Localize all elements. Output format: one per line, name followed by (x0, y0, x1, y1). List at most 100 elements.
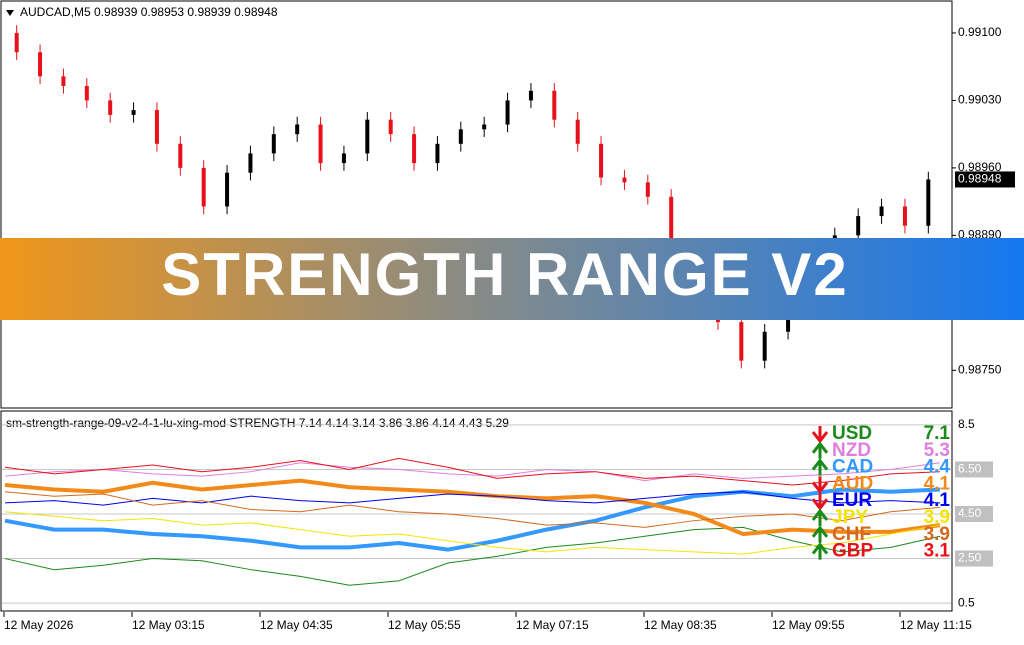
y-tick-label: 0.99030 (958, 93, 1002, 107)
candle-body (762, 331, 767, 361)
candle-body (599, 143, 604, 178)
candle-body (412, 134, 417, 164)
candle-body (645, 182, 650, 197)
tick-box (955, 461, 993, 478)
candle-body (365, 119, 370, 154)
candle-body (154, 110, 159, 144)
trend-arrow (811, 426, 829, 444)
strength-line (4, 462, 941, 482)
tick-box (955, 550, 993, 567)
candle-body (248, 153, 253, 173)
legend-name: GBP (832, 541, 874, 562)
candle-body (271, 134, 276, 154)
x-tick-label: 12 May 11:15 (900, 618, 972, 632)
y-tick-label: 6.50 (958, 462, 982, 476)
strength-line (4, 491, 941, 528)
candle-body (458, 129, 463, 144)
tick-box (955, 506, 993, 523)
legend-name: JPY (832, 507, 868, 528)
legend-value: 5.3 (924, 440, 950, 461)
x-tick-label: 12 May 08:35 (644, 618, 717, 632)
indicator-plot: 8.5 6.50 4.50 2.50 0.5 USD 7.1 NZD 5.3 CAD 4.4 AUD 4… (2, 417, 993, 609)
candle-body (318, 124, 323, 164)
trend-arrow (811, 493, 829, 511)
trend-arrow (811, 458, 829, 476)
y-tick-label: 0.99100 (958, 25, 1002, 39)
symbol-title: AUDCAD,M5 0.98939 0.98953 0.98939 0.9894… (20, 5, 278, 19)
candle-body (575, 119, 580, 144)
legend-name: CAD (832, 457, 873, 478)
x-tick-label: 12 May 07:15 (516, 618, 589, 632)
legend-name: CHF (832, 524, 871, 545)
banner-text: STRENGTH RANGE V2 (161, 241, 848, 308)
candle-body (14, 32, 19, 53)
legend-name: USD (832, 423, 872, 444)
candle-body (622, 177, 627, 183)
candle-body (61, 76, 66, 86)
indicator-frame (0, 410, 953, 612)
x-tick-label: 12 May 2026 (4, 618, 74, 632)
y-tick-label: 0.98960 (958, 160, 1002, 174)
strength-line (4, 478, 941, 537)
candle-body (856, 216, 861, 236)
y-tick-label: 2.50 (958, 551, 982, 565)
x-tick-label: 12 May 04:35 (260, 618, 333, 632)
legend-name: EUR (832, 490, 872, 511)
candle-body (201, 167, 206, 207)
legend-value: 4.1 (924, 490, 951, 511)
candle-body (552, 90, 557, 120)
x-tick-label: 12 May 03:15 (132, 618, 205, 632)
trend-arrow (811, 542, 829, 560)
legend-value: 3.9 (924, 507, 950, 528)
candle-body (926, 179, 931, 226)
strength-line (4, 487, 941, 552)
candle-body (178, 143, 183, 168)
legend-name: NZD (832, 440, 871, 461)
candle-body (84, 85, 89, 101)
indicator-title: sm-strength-range-09-v2-4-1-lu-xing-mod … (6, 416, 509, 430)
candle-body (505, 100, 510, 125)
legend-value: 4.1 (924, 473, 951, 494)
candle-body (879, 206, 884, 217)
y-tick-label: 0.98750 (958, 362, 1002, 376)
x-tick-label: 12 May 05:55 (388, 618, 461, 632)
trend-arrow (811, 525, 829, 543)
candle-body (108, 100, 113, 115)
candle-body (295, 124, 300, 135)
legend-value: 3.9 (924, 524, 950, 545)
candle-body (669, 196, 674, 255)
main-plot: 0.991000.990300.989600.988900.987500.989… (14, 25, 1015, 376)
candle-body (225, 172, 230, 207)
strength-line (4, 511, 941, 555)
strength-line (4, 491, 941, 506)
trend-arrow (811, 441, 829, 459)
trend-arrow (811, 508, 829, 526)
menu-triangle[interactable] (6, 10, 14, 16)
candle-body (482, 124, 487, 130)
trend-arrow (811, 476, 829, 494)
main-frame (0, 0, 953, 409)
candle-body (388, 119, 393, 135)
y-tick-label: 0.5 (958, 595, 975, 609)
banner (0, 238, 1024, 320)
x-tick-label: 12 May 09:55 (772, 618, 845, 632)
candle-body (38, 52, 43, 77)
legend-value: 7.1 (924, 423, 951, 444)
candle-body (131, 110, 136, 115)
candle-body (739, 322, 744, 361)
price-box (955, 171, 1015, 188)
candle-body (341, 153, 346, 164)
y-tick-label: 8.5 (958, 417, 975, 431)
legend-name: AUD (832, 473, 873, 494)
candle-body (435, 143, 440, 164)
strength-line (4, 526, 941, 586)
y-tick-label: 4.50 (958, 506, 982, 520)
legend-value: 3.1 (924, 541, 951, 562)
candle-body (902, 206, 907, 226)
candle-body (528, 90, 533, 101)
legend-value: 4.4 (924, 457, 951, 478)
price-label: 0.98948 (958, 172, 1002, 186)
strength-line (4, 457, 941, 486)
